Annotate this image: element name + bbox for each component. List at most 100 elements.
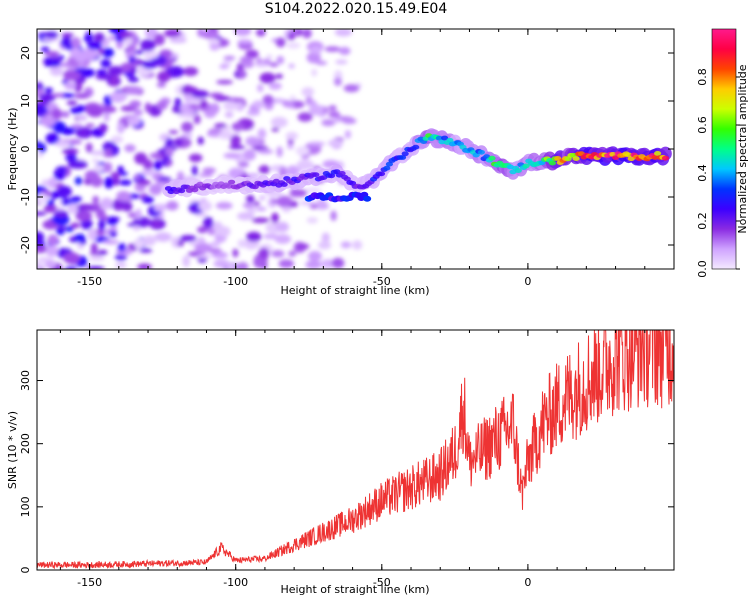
- ridge-cell: [661, 155, 670, 161]
- noise-cell: [156, 81, 166, 88]
- noise-cell: [271, 212, 279, 224]
- noise-cell: [295, 146, 310, 156]
- noise-cell: [76, 105, 86, 112]
- noise-cell: [110, 225, 117, 232]
- noise-cell: [61, 32, 74, 38]
- noise-cell: [62, 148, 79, 155]
- colorbar-tick-label: 0.6: [696, 116, 709, 134]
- ridge-cell: [191, 187, 199, 193]
- noise-cell: [110, 74, 118, 87]
- noise-cell: [201, 30, 219, 40]
- noise-cell: [352, 240, 363, 250]
- colorbar-ticks: 0.0 0.2 0.4 0.6 0.8: [696, 68, 740, 278]
- ridge-cell: [228, 179, 236, 185]
- y-tick-label: 20: [19, 46, 32, 60]
- noise-cell: [46, 245, 59, 257]
- noise-cell: [297, 112, 313, 122]
- noise-cell: [47, 234, 59, 246]
- noise-cell: [87, 228, 98, 241]
- noise-cell: [43, 204, 58, 213]
- noise-cell: [269, 62, 279, 67]
- noise-cell: [232, 248, 239, 258]
- noise-cell: [230, 134, 241, 147]
- noise-cell: [246, 110, 261, 116]
- noise-cell: [302, 29, 312, 39]
- noise-cell: [37, 152, 44, 158]
- ridge-cell: [446, 137, 454, 143]
- ridge-cell: [312, 172, 320, 178]
- noise-cell: [152, 219, 162, 227]
- noise-cell: [255, 206, 267, 212]
- noise-cell: [73, 93, 90, 99]
- noise-cell: [181, 84, 194, 95]
- noise-cell: [344, 130, 352, 139]
- x-tick-label: -50: [373, 576, 391, 589]
- noise-cell: [154, 204, 162, 212]
- noise-cell: [87, 108, 103, 118]
- noise-cell: [70, 37, 81, 48]
- snr-panel: -150 -100 -50 0 0 100 200 300 Height of straig…: [6, 329, 675, 596]
- noise-cell: [309, 203, 319, 210]
- ridge-cell: [385, 161, 393, 167]
- ridge-cell: [612, 155, 620, 161]
- noise-cell: [44, 87, 53, 94]
- noise-cell: [203, 216, 214, 229]
- noise-cell: [110, 135, 124, 144]
- noise-cell: [174, 97, 182, 108]
- spectrogram-x-axis-label: Height of straight line (km): [280, 284, 429, 297]
- noise-cell: [308, 104, 324, 116]
- ridge-cell: [441, 135, 449, 141]
- noise-cell: [149, 52, 158, 59]
- noise-cell: [315, 60, 328, 66]
- noise-cell: [67, 203, 80, 214]
- noise-cell: [144, 102, 152, 113]
- noise-cell: [134, 50, 145, 55]
- ridge-cell: [625, 152, 633, 158]
- noise-cell: [48, 56, 63, 63]
- y-tick-label: 0: [19, 146, 32, 153]
- noise-cell: [102, 239, 119, 245]
- noise-cell: [93, 164, 105, 172]
- ridge-cell: [401, 151, 409, 157]
- noise-cell: [188, 153, 203, 163]
- noise-cell: [140, 39, 156, 52]
- noise-cell: [173, 138, 184, 147]
- noise-cell: [285, 131, 299, 140]
- noise-cell: [65, 226, 74, 233]
- noise-cell: [276, 195, 293, 208]
- ridge-cell: [472, 152, 480, 158]
- noise-cell: [202, 167, 216, 174]
- noise-cell: [258, 165, 270, 174]
- noise-cell: [154, 232, 172, 242]
- noise-cell: [124, 144, 136, 153]
- noise-cell: [237, 212, 255, 221]
- noise-cell: [85, 142, 93, 153]
- noise-cell: [166, 200, 179, 211]
- ridge-cell: [338, 171, 346, 176]
- noise-cell: [49, 66, 64, 76]
- noise-cell: [83, 36, 94, 42]
- noise-cell: [110, 149, 117, 156]
- noise-cell: [98, 249, 108, 256]
- noise-cell: [226, 263, 237, 269]
- noise-cell: [206, 132, 221, 137]
- noise-cell: [133, 108, 143, 116]
- noise-cell: [91, 158, 100, 163]
- spectrogram-noise: [37, 29, 363, 269]
- noise-cell: [305, 187, 322, 193]
- noise-cell: [331, 257, 345, 269]
- noise-cell: [210, 103, 220, 114]
- noise-cell: [116, 190, 131, 202]
- noise-cell: [275, 73, 283, 79]
- noise-cell: [127, 76, 139, 83]
- y-tick-label: -10: [19, 188, 32, 206]
- noise-cell: [63, 252, 81, 265]
- ridge-cell: [651, 155, 659, 160]
- noise-cell: [289, 95, 296, 101]
- page-title: S104.2022.020.15.49.E04: [264, 1, 448, 17]
- noise-cell: [55, 166, 67, 174]
- noise-cell: [243, 149, 256, 161]
- ridge-cell: [654, 151, 662, 156]
- noise-cell: [338, 46, 351, 56]
- noise-cell: [71, 123, 83, 129]
